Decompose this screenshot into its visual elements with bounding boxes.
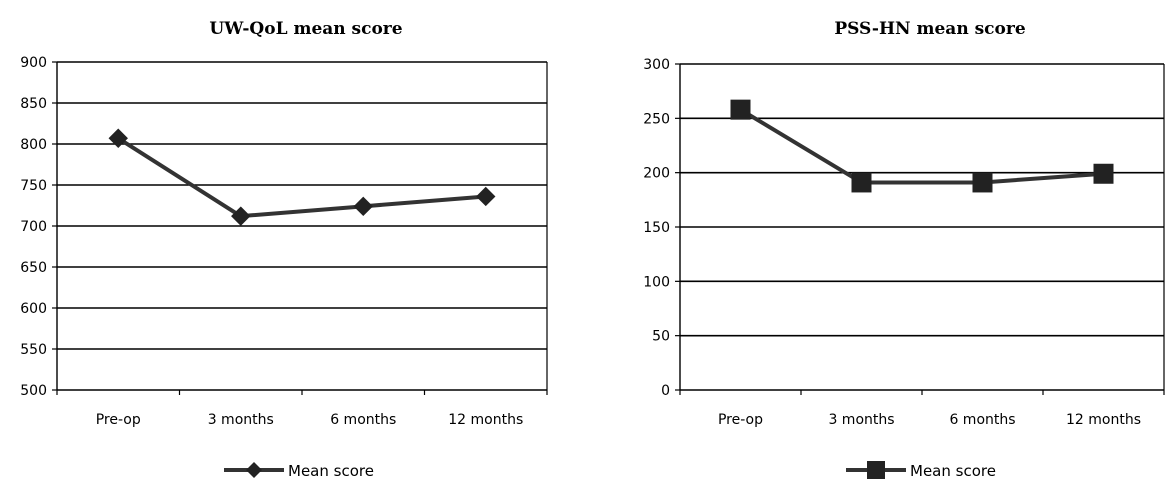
uwqol-legend-label: Mean score (288, 462, 374, 480)
psshn-x-tick-label: 12 months (1066, 412, 1141, 428)
uwqol-y-tick-label: 500 (20, 383, 47, 399)
uwqol-x-tick-label: 12 months (448, 412, 523, 428)
psshn-x-tick-label: 6 months (949, 412, 1015, 428)
psshn-y-tick-label: 0 (661, 383, 670, 399)
psshn-y-tick-label: 100 (643, 274, 670, 290)
uwqol-data-point (231, 206, 251, 226)
psshn-y-tick-label: 200 (643, 166, 670, 182)
uwqol-x-tick-label: 3 months (208, 412, 274, 428)
uwqol-series-line (117, 136, 486, 219)
uwqol-y-tick-label: 850 (20, 96, 47, 112)
psshn-legend-label: Mean score (910, 462, 996, 480)
psshn-x-tick-label: Pre-op (718, 412, 763, 428)
psshn-series-line (739, 107, 1104, 185)
psshn-data-point (851, 172, 872, 193)
uwqol-y-tick-label: 600 (20, 301, 47, 317)
uwqol-legend-marker (246, 462, 262, 478)
psshn-y-tick-label: 250 (643, 111, 670, 127)
psshn-data-point (1093, 163, 1114, 184)
psshn-y-tick-label: 50 (652, 329, 670, 345)
psshn-y-tick-label: 150 (643, 220, 670, 236)
uwqol-y-tick-label: 800 (20, 137, 47, 153)
psshn-x-tick-label: 3 months (828, 412, 894, 428)
uwqol-x-tick-label: 6 months (330, 412, 396, 428)
uwqol-data-point (353, 196, 373, 217)
psshn-legend-marker (867, 461, 885, 479)
uwqol-chart-title: UW-QoL mean score (209, 19, 402, 39)
uwqol-data-point (476, 186, 496, 207)
psshn-chart-title: PSS-HN mean score (834, 19, 1025, 39)
uwqol-x-tick-label: Pre-op (96, 412, 141, 428)
psshn-y-tick-label: 300 (643, 57, 670, 73)
uwqol-data-point (108, 128, 128, 148)
uwqol-y-tick-label: 650 (20, 260, 47, 276)
uwqol-y-tick-label: 900 (20, 55, 47, 71)
uwqol-y-tick-label: 750 (20, 178, 47, 194)
uwqol-y-tick-label: 700 (20, 219, 47, 235)
uwqol-y-tick-label: 550 (20, 342, 47, 358)
psshn-data-point (730, 99, 751, 120)
psshn-data-point (972, 172, 993, 193)
